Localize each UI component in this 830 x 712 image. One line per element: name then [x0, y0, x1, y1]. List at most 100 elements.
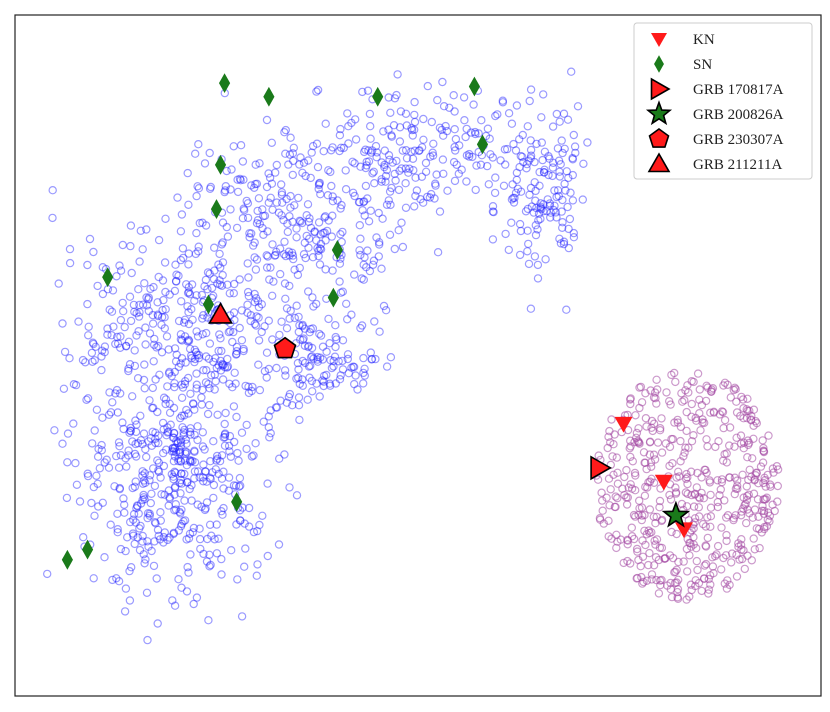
blue-point	[367, 148, 376, 157]
blue-point	[407, 125, 417, 135]
blue-point	[125, 517, 135, 527]
blue-point	[205, 562, 214, 571]
blue-point	[321, 212, 330, 221]
purple-point	[687, 542, 696, 551]
blue-point	[209, 357, 218, 367]
blue-point	[504, 108, 514, 118]
blue-point	[355, 220, 364, 230]
blue-point	[192, 593, 202, 602]
blue-point	[190, 430, 199, 440]
blue-point	[254, 313, 263, 322]
blue-point	[138, 300, 148, 309]
blue-point	[306, 353, 316, 362]
blue-point	[254, 336, 264, 345]
blue-point	[167, 470, 176, 479]
purple-point	[687, 437, 697, 446]
blue-point	[304, 342, 313, 352]
blue-point	[562, 305, 571, 314]
blue-point	[277, 180, 286, 189]
blue-point	[169, 529, 178, 539]
blue-point	[222, 222, 231, 232]
blue-point	[539, 206, 548, 216]
blue-point	[324, 166, 333, 175]
blue-point	[358, 205, 367, 215]
blue-point	[170, 467, 179, 476]
blue-point	[396, 107, 406, 116]
blue-point	[176, 438, 186, 447]
blue-point	[429, 139, 438, 148]
blue-point	[537, 138, 547, 147]
blue-point	[319, 371, 329, 381]
blue-point	[169, 528, 178, 538]
blue-point	[116, 315, 126, 325]
blue-point	[153, 310, 162, 319]
blue-point	[181, 280, 191, 289]
blue-point	[128, 483, 137, 493]
blue-point	[100, 553, 109, 562]
blue-point	[138, 531, 147, 541]
blue-point	[402, 154, 412, 163]
blue-point	[189, 399, 198, 409]
blue-point	[148, 464, 158, 473]
blue-point	[170, 344, 180, 353]
blue-point	[83, 260, 92, 270]
purple-point	[703, 383, 712, 392]
blue-point	[532, 203, 541, 213]
blue-point	[154, 466, 163, 475]
blue-point	[541, 255, 550, 264]
purple-point	[682, 407, 691, 417]
blue-point	[253, 206, 262, 216]
blue-point	[419, 135, 428, 144]
blue-point	[362, 157, 371, 167]
blue-point	[214, 469, 223, 479]
blue-point	[220, 429, 230, 438]
blue-point	[186, 424, 195, 433]
blue-point	[366, 121, 375, 131]
purple-point	[632, 544, 642, 554]
blue-point	[356, 323, 365, 333]
blue-point	[104, 410, 114, 419]
blue-point	[372, 233, 381, 242]
blue-point	[427, 189, 436, 199]
blue-point	[569, 130, 579, 140]
blue-point	[132, 309, 141, 318]
blue-point	[213, 279, 222, 288]
purple-point	[700, 561, 709, 570]
blue-point	[512, 175, 522, 185]
blue-point	[460, 115, 469, 125]
blue-point	[355, 246, 364, 255]
blue-point	[241, 381, 250, 391]
blue-point	[516, 187, 526, 196]
blue-point	[523, 247, 532, 256]
blue-point	[327, 146, 336, 155]
blue-point	[525, 190, 534, 199]
blue-point	[193, 467, 203, 476]
purple-point	[727, 558, 736, 567]
blue-point	[120, 322, 129, 332]
blue-point	[151, 438, 160, 448]
blue-point	[118, 418, 127, 427]
blue-point	[380, 160, 389, 170]
blue-point	[498, 98, 508, 107]
blue-point	[323, 190, 333, 200]
blue-point	[211, 465, 220, 474]
purple-point	[703, 513, 712, 522]
blue-point	[135, 257, 144, 266]
blue-point	[98, 498, 108, 507]
blue-point	[184, 335, 193, 345]
blue-point	[250, 289, 259, 299]
blue-point	[202, 498, 212, 507]
blue-point	[258, 223, 267, 233]
blue-point	[530, 157, 539, 167]
blue-point	[360, 211, 369, 220]
blue-point	[493, 110, 502, 119]
blue-point	[195, 524, 204, 533]
blue-point	[169, 457, 179, 466]
purple-point	[734, 542, 743, 552]
purple-point	[667, 592, 677, 602]
blue-point	[394, 185, 404, 195]
blue-point	[307, 352, 317, 361]
blue-point	[312, 299, 321, 309]
blue-point	[170, 506, 179, 515]
blue-point	[459, 93, 469, 102]
